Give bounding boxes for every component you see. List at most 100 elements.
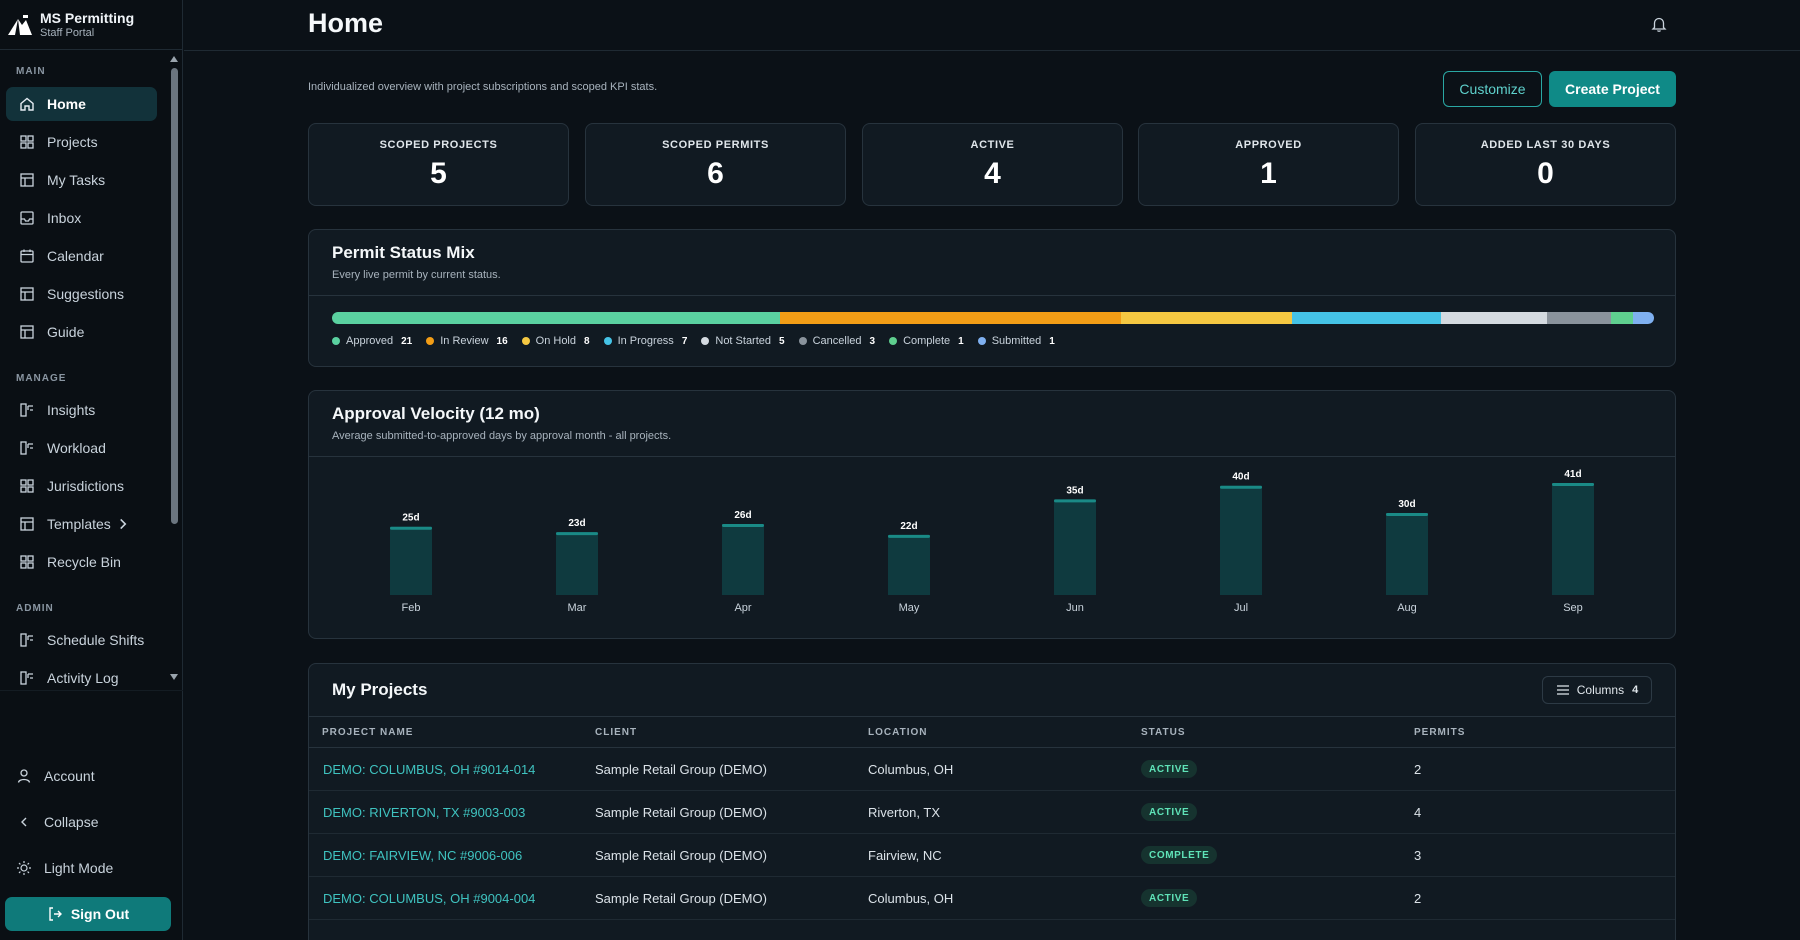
sidebar-item-jurisdictions[interactable]: Jurisdictions — [6, 469, 157, 503]
kpi-card-active: ACTIVE 4 — [862, 123, 1123, 206]
legend-dot — [603, 337, 612, 345]
status-badge: ACTIVE — [1141, 760, 1198, 778]
card-subtitle: Average submitted-to-approved days by ap… — [332, 430, 672, 442]
table-row[interactable]: DEMO: COLUMBUS, OH #9004-004 Sample Reta… — [309, 877, 1675, 920]
card-title: My Projects — [332, 680, 428, 699]
table-row[interactable]: DEMO: RIVERTON, TX #9003-003 Sample Reta… — [309, 791, 1675, 834]
status-segment-not-started[interactable] — [1440, 312, 1548, 324]
scroll-down-arrow-icon[interactable] — [169, 672, 179, 682]
project-name-link[interactable]: DEMO: COLUMBUS, OH #9014-014 — [323, 762, 536, 777]
column-header-status[interactable]: STATUS — [1141, 727, 1186, 738]
column-header-permits[interactable]: PERMITS — [1414, 727, 1466, 738]
sidebar-item-my-tasks[interactable]: My Tasks — [6, 163, 157, 197]
bar-aug[interactable] — [1386, 513, 1428, 595]
sidebar-item-inbox[interactable]: Inbox — [6, 201, 157, 235]
bar-top-mar — [556, 532, 598, 536]
scroll-thumb[interactable] — [171, 68, 178, 524]
x-tick-label: May — [899, 602, 920, 614]
sidebar-scrollbar[interactable] — [168, 52, 180, 686]
sidebar-item-home[interactable]: Home — [6, 87, 157, 121]
sidebar-item-guide[interactable]: Guide — [6, 315, 157, 349]
sidebar-item-schedule-shifts[interactable]: Schedule Shifts — [6, 623, 157, 657]
sidebar-item-recycle-bin[interactable]: Recycle Bin — [6, 545, 157, 579]
brand[interactable]: MS Permitting Staff Portal — [0, 0, 183, 50]
sidebar-nav: MAIN Home Projects My Tasks Inbox Calend… — [0, 50, 167, 686]
sidebar-item-projects[interactable]: Projects — [6, 125, 157, 159]
legend-label: In Progress — [617, 335, 674, 347]
legend-dot — [521, 337, 530, 345]
mountain-logo-icon — [8, 14, 32, 35]
kpi-label: ADDED LAST 30 DAYS — [1480, 139, 1611, 151]
sidebar-item-label: Templates — [47, 516, 111, 532]
kpi-card-added-last-30-days: ADDED LAST 30 DAYS 0 — [1415, 123, 1676, 206]
legend-dot — [332, 337, 340, 345]
bar-top-may — [888, 534, 930, 538]
legend-label: Approved — [346, 335, 394, 347]
status-segment-complete[interactable] — [1611, 312, 1633, 324]
brand-title: MS Permitting — [40, 9, 135, 26]
legend-item: Cancelled 3 — [798, 335, 876, 347]
table-row[interactable]: DEMO: FAIRVIEW, NC #9006-006 Sample Reta… — [309, 834, 1675, 877]
approval-velocity-card: Approval Velocity (12 mo) Average submit… — [308, 390, 1676, 639]
legend-count: 3 — [869, 335, 876, 347]
sidebar-item-suggestions[interactable]: Suggestions — [6, 277, 157, 311]
legend-count: 21 — [401, 335, 413, 347]
bar-apr[interactable] — [722, 523, 764, 595]
column-header-project-name[interactable]: PROJECT NAME — [322, 727, 414, 738]
layout-icon — [20, 517, 34, 531]
bar-mar[interactable] — [556, 532, 598, 595]
legend-dot — [889, 337, 898, 345]
customize-button[interactable]: Customize — [1443, 71, 1542, 107]
table-row[interactable]: DEMO: COLUMBUS, OH #9014-014 Sample Reta… — [309, 748, 1675, 791]
status-badge: ACTIVE — [1141, 803, 1198, 821]
status-segment-on-hold[interactable] — [1120, 312, 1292, 324]
scroll-up-arrow-icon[interactable] — [169, 54, 179, 64]
project-name-link[interactable]: DEMO: RIVERTON, TX #9003-003 — [323, 805, 526, 820]
status-segment-approved[interactable] — [332, 312, 780, 324]
bar-jul[interactable] — [1220, 485, 1262, 595]
legend-count: 7 — [681, 335, 688, 347]
sidebar-item-insights[interactable]: Insights — [6, 393, 157, 427]
light-mode-toggle[interactable]: Light Mode — [16, 860, 113, 876]
layout-icon — [20, 325, 34, 339]
collapse-button[interactable]: Collapse — [16, 814, 98, 830]
kpi-value: 0 — [1537, 157, 1554, 190]
bar-feb[interactable] — [390, 526, 432, 595]
chart-icon — [20, 671, 33, 685]
bar-top-apr — [722, 523, 764, 527]
page-title: Home — [308, 8, 384, 38]
status-segment-in-progress[interactable] — [1291, 312, 1441, 324]
bar-jun[interactable] — [1054, 499, 1096, 595]
column-header-location[interactable]: LOCATION — [868, 727, 928, 738]
legend-label: Not Started — [715, 335, 772, 347]
light-mode-label: Light Mode — [44, 860, 114, 876]
sidebar-item-label: Guide — [47, 324, 85, 340]
bar-sep[interactable] — [1552, 483, 1594, 595]
columns-button[interactable]: Columns 4 — [1542, 676, 1652, 704]
status-segment-cancelled[interactable] — [1547, 312, 1612, 324]
status-segment-submitted[interactable] — [1632, 312, 1654, 324]
project-name-link[interactable]: DEMO: FAIRVIEW, NC #9006-006 — [323, 848, 523, 863]
data-label: 35d — [1066, 485, 1083, 496]
account-link[interactable]: Account — [16, 768, 95, 784]
legend-count: 8 — [584, 335, 590, 347]
legend-dot — [977, 337, 986, 345]
column-header-client[interactable]: CLIENT — [595, 727, 638, 738]
location-cell: Columbus, OH — [868, 762, 954, 777]
status-segment-in-review[interactable] — [779, 312, 1121, 324]
create-project-button[interactable]: Create Project — [1549, 71, 1676, 107]
bar-may[interactable] — [888, 534, 930, 595]
kpi-label: SCOPED PERMITS — [662, 139, 769, 151]
x-tick-label: Mar — [568, 602, 587, 614]
bell-icon[interactable] — [1650, 15, 1668, 33]
legend-item: In Review 16 — [426, 335, 508, 347]
columns-label: Columns — [1576, 683, 1625, 697]
sign-out-button[interactable]: Sign Out — [5, 897, 171, 931]
sidebar-item-workload[interactable]: Workload — [6, 431, 157, 465]
project-name-link[interactable]: DEMO: COLUMBUS, OH #9004-004 — [323, 891, 536, 906]
client-cell: Sample Retail Group (DEMO) — [595, 848, 767, 863]
sidebar-item-activity-log[interactable]: Activity Log — [6, 661, 157, 686]
sidebar-item-calendar[interactable]: Calendar — [6, 239, 157, 273]
data-label: 40d — [1232, 472, 1249, 483]
sidebar-item-templates[interactable]: Templates — [6, 507, 157, 541]
